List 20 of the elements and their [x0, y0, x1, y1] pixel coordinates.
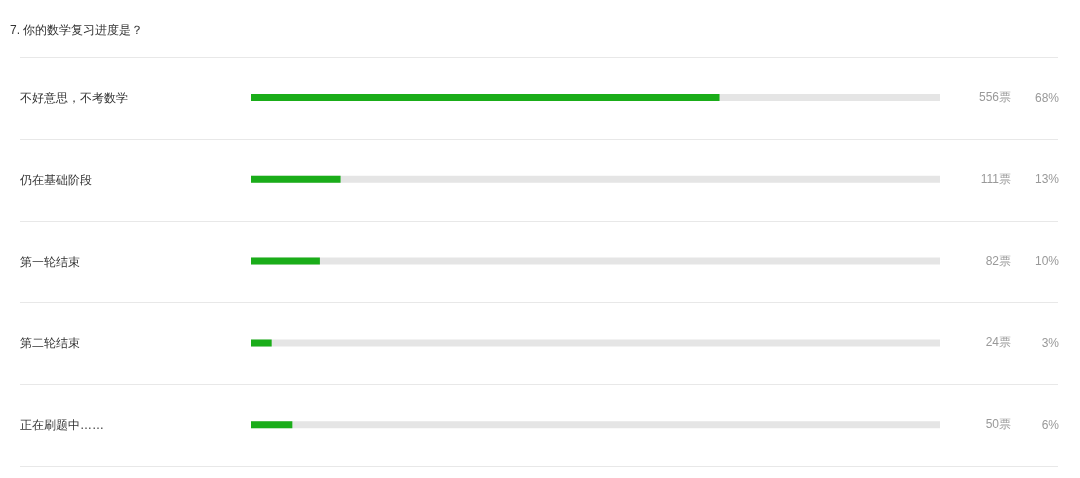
text: 24票 [985, 335, 1011, 350]
y-tick-label: 第一轮结束 [20, 254, 80, 269]
y-tick-label: 仍在基础阶段 [19, 172, 92, 187]
bar [251, 257, 320, 265]
text: 111票 [980, 171, 1011, 186]
text: 556票 [978, 89, 1011, 104]
y-tick-label: 正在刷题中…… [20, 418, 104, 433]
data-label: 3% [1041, 335, 1060, 350]
text: 7. 你的数学复习进度是？ [10, 22, 144, 38]
data-label: 68% [1034, 90, 1060, 105]
data-label: 10% [1034, 254, 1060, 269]
text: 50票 [985, 417, 1011, 432]
bar [251, 175, 341, 183]
y-tick-label: 不好意思，不考数学 [20, 90, 128, 105]
y-tick-label: 第二轮结束 [20, 336, 80, 351]
bar [251, 421, 293, 429]
bar [251, 339, 272, 347]
text: 82票 [985, 253, 1011, 268]
data-label: 13% [1034, 172, 1060, 187]
data-label: 6% [1041, 417, 1060, 432]
